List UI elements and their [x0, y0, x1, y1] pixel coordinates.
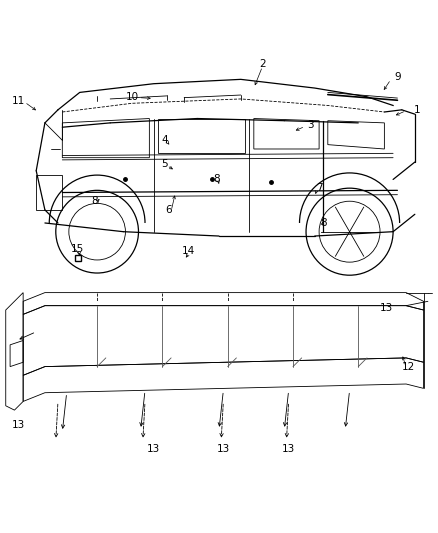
Text: 5: 5 [161, 159, 168, 169]
Text: 8: 8 [320, 218, 327, 228]
Text: 13: 13 [12, 421, 25, 430]
Text: 13: 13 [282, 445, 295, 454]
Text: 13: 13 [147, 445, 160, 454]
Text: 15: 15 [71, 244, 84, 254]
Text: 6: 6 [166, 205, 172, 215]
Text: 1: 1 [414, 105, 420, 115]
Text: 9: 9 [394, 72, 401, 82]
Text: 3: 3 [307, 120, 314, 130]
Bar [36, 175, 62, 210]
Text: 12: 12 [402, 361, 415, 372]
Text: 14: 14 [182, 246, 195, 256]
Text: 11: 11 [12, 96, 25, 106]
Text: 7: 7 [316, 183, 322, 193]
Text: 13: 13 [217, 445, 230, 454]
Text: 8: 8 [213, 174, 220, 184]
Text: 10: 10 [125, 92, 138, 102]
Text: 13: 13 [380, 303, 393, 313]
Text: 2: 2 [259, 59, 266, 69]
Text: 8: 8 [92, 196, 98, 206]
Text: 4: 4 [161, 135, 168, 146]
